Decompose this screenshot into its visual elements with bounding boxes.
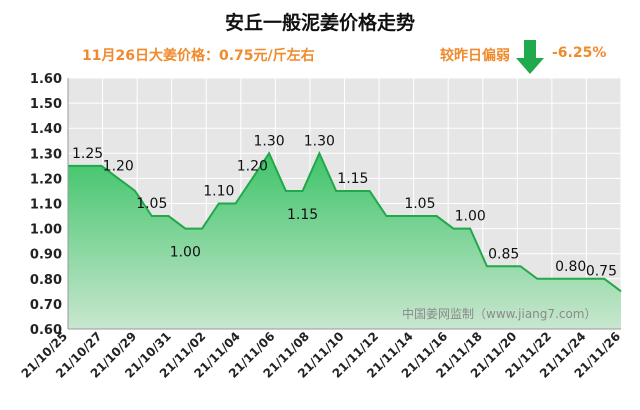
y-tick-label: 0.70 [30, 298, 62, 313]
chart-title: 安丘一般泥姜价格走势 [224, 12, 415, 34]
y-tick-label: 1.40 [30, 122, 62, 137]
y-tick-label: 0.90 [30, 248, 62, 263]
data-label: 1.15 [287, 207, 318, 223]
data-label: 1.25 [72, 146, 103, 162]
data-label: 1.30 [254, 133, 285, 149]
y-tick-label: 1.10 [30, 198, 62, 213]
y-tick-label: 1.30 [30, 147, 62, 162]
data-label: 0.80 [555, 259, 586, 275]
price-subtitle: 11月26日大姜价格：0.75元/斤左右 [82, 48, 315, 64]
y-tick-label: 0.80 [30, 273, 62, 288]
series-line [68, 150, 622, 293]
data-label: 0.75 [586, 263, 617, 279]
data-label: 1.15 [337, 171, 368, 187]
data-label: 0.85 [488, 246, 519, 262]
y-tick-label: 1.60 [30, 72, 62, 87]
series-area [68, 153, 621, 329]
data-label: 1.10 [203, 184, 234, 200]
data-label: 1.30 [304, 133, 335, 149]
data-label: 1.20 [103, 158, 134, 174]
data-label: 1.00 [170, 245, 201, 261]
y-tick-label: 1.50 [30, 97, 62, 112]
data-label: 1.20 [237, 158, 268, 174]
data-label: 1.05 [136, 196, 167, 212]
y-tick-label: 0.60 [30, 323, 62, 338]
data-label: 1.05 [404, 196, 435, 212]
y-tick-label: 1.00 [30, 223, 62, 238]
data-label: 1.00 [455, 209, 486, 225]
change-percent: -6.25% [552, 45, 607, 61]
compare-label: 较昨日偏弱 [440, 48, 510, 64]
down-arrow-icon [516, 40, 544, 74]
y-tick-label: 1.20 [30, 172, 62, 187]
watermark-text: 中国姜网监制（www.jiang7.com） [402, 306, 596, 321]
